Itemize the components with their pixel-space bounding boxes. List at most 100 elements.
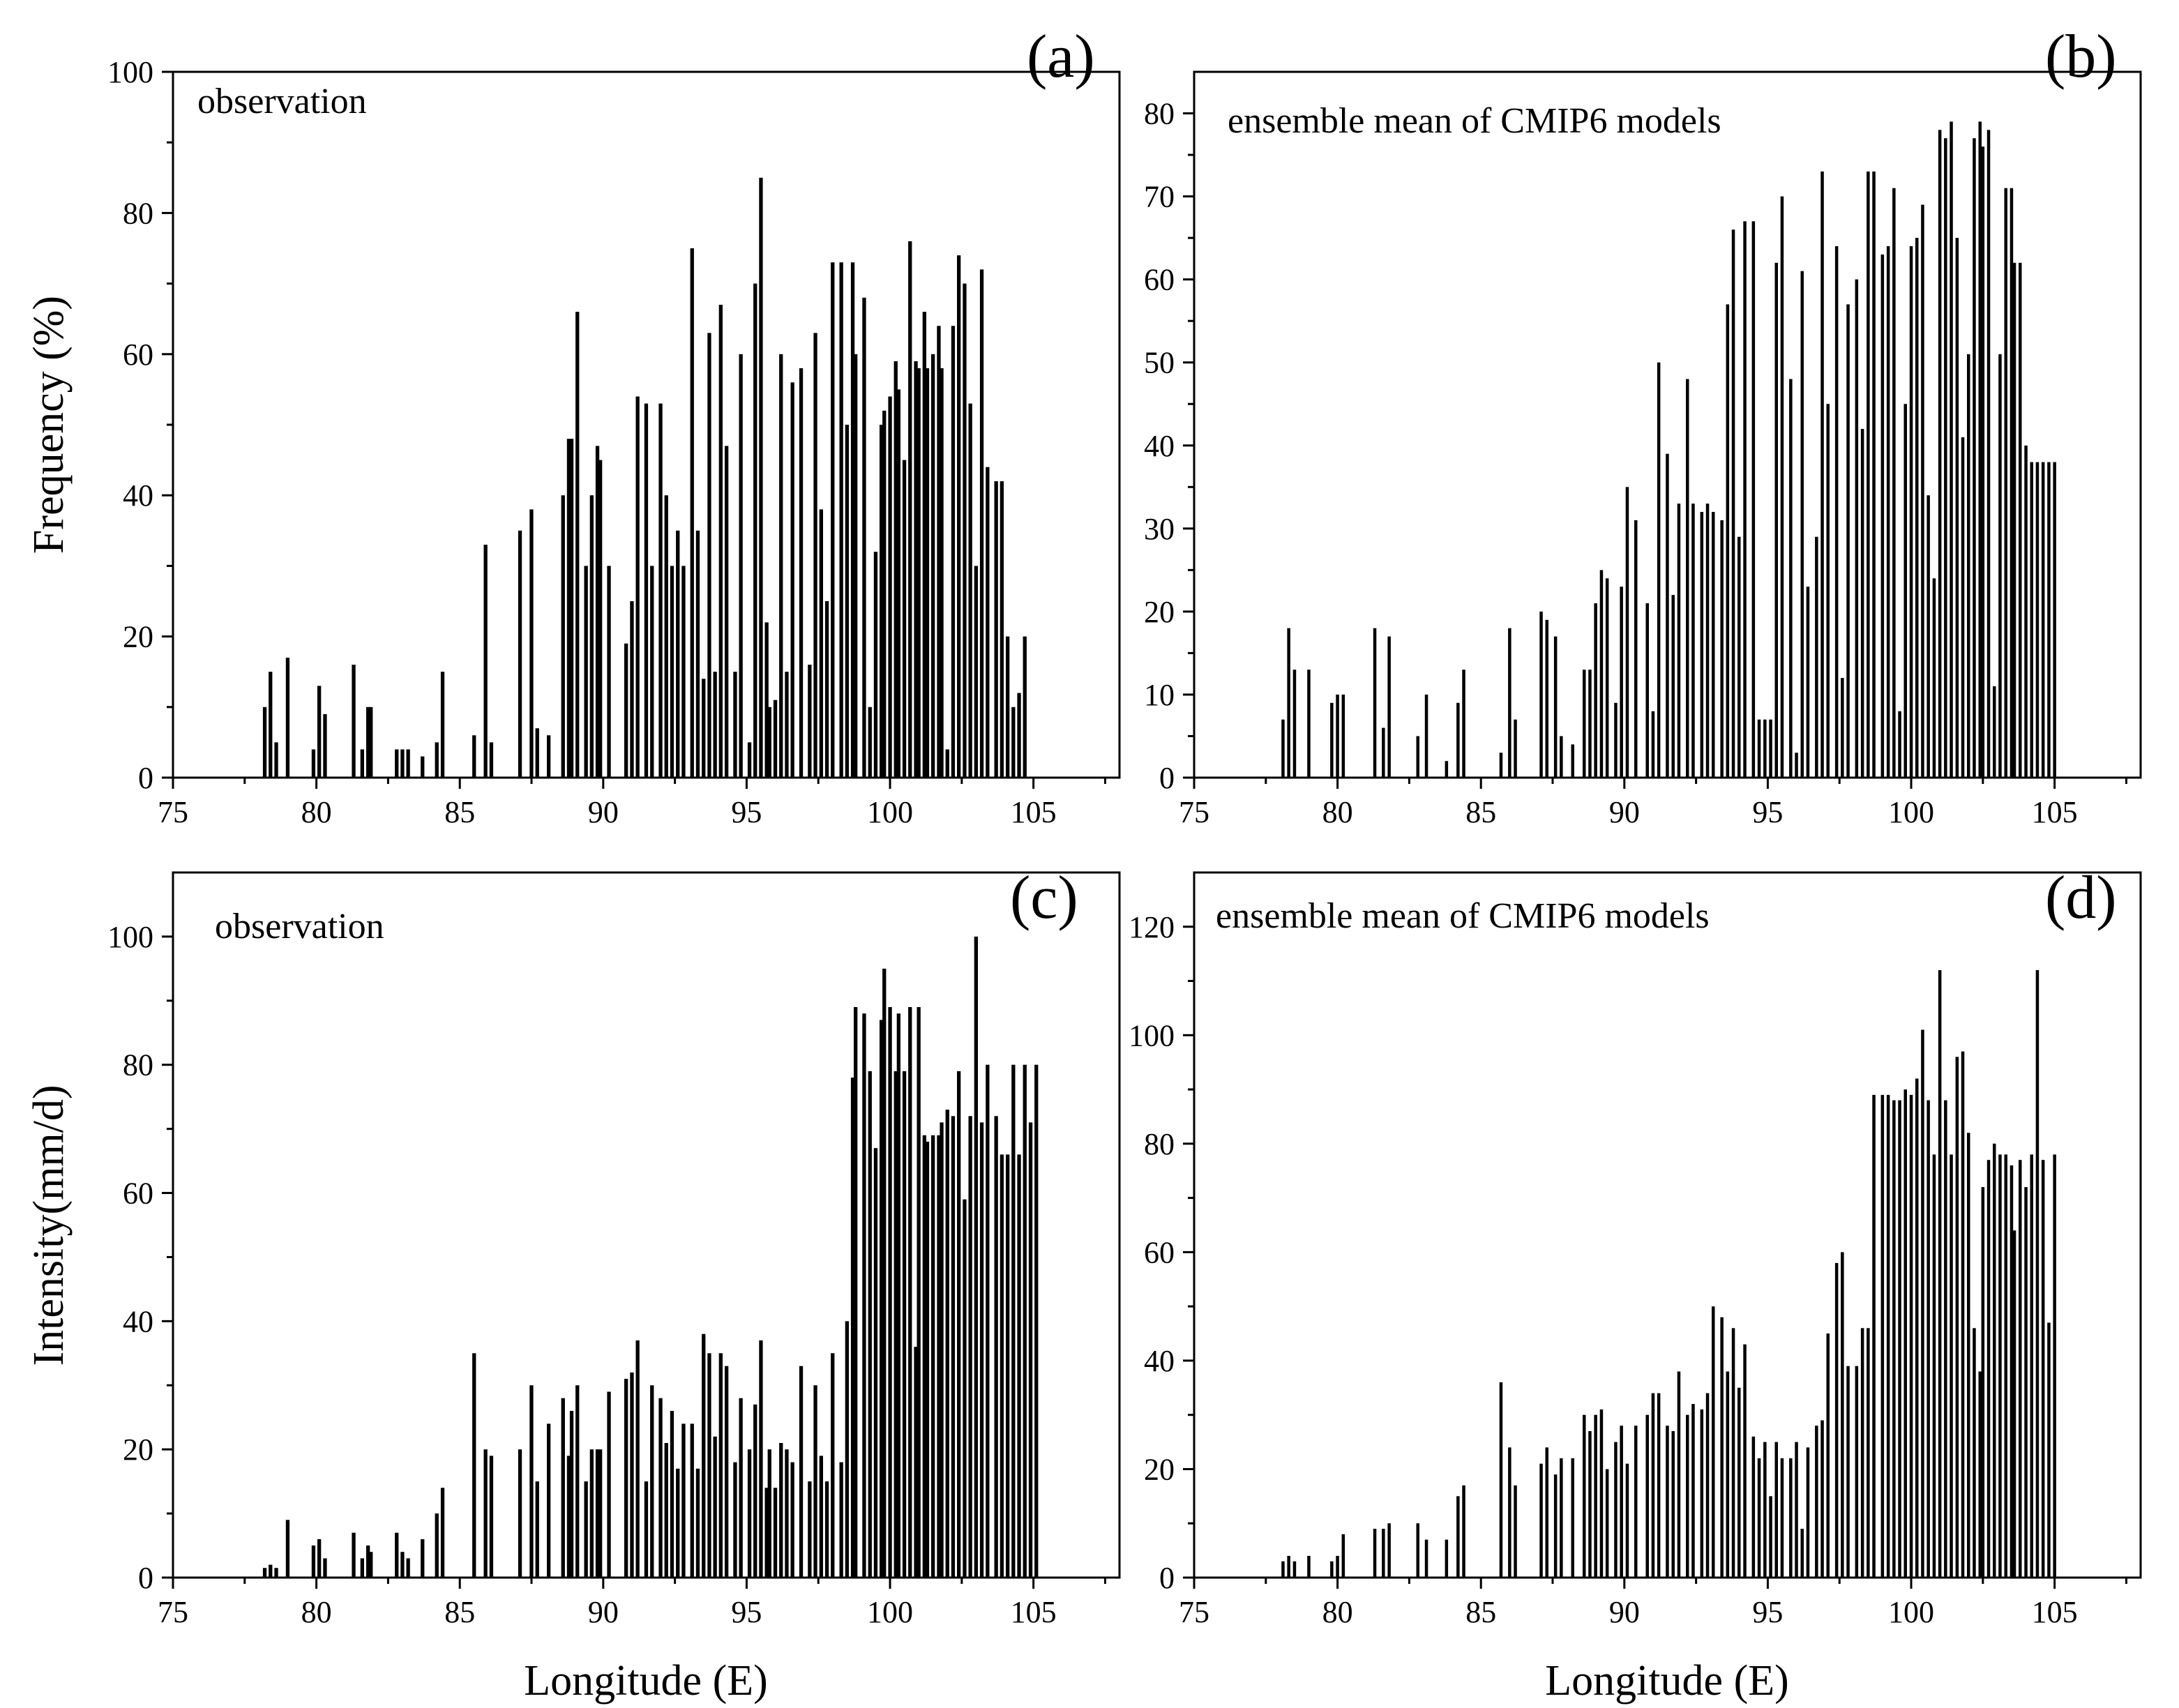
- panel-c-bar: [421, 1539, 425, 1578]
- panel-a-bar: [940, 368, 944, 778]
- panel-a-bar: [764, 622, 769, 778]
- panel-a-bar: [406, 749, 410, 778]
- panel-d-bar: [1666, 1426, 1669, 1578]
- panel-a-bar: [624, 643, 628, 778]
- panel-c-bar: [773, 1488, 778, 1578]
- panel-c-bar: [764, 1488, 769, 1578]
- panel-d-bar: [1932, 1154, 1936, 1578]
- panel-a-bar: [1017, 693, 1021, 778]
- panel-a-ylabel: Frequency (%): [25, 296, 73, 554]
- panel-b-bar: [1855, 279, 1859, 778]
- panel-b-bar: [1820, 171, 1824, 778]
- panel-a-bar: [664, 495, 668, 778]
- panel-d-bar: [1880, 1094, 1885, 1578]
- panel-c-bar: [366, 1545, 370, 1578]
- panel-b-bar: [1867, 171, 1870, 778]
- panel-b-bar: [1545, 619, 1548, 778]
- panel-d-bar: [2047, 1322, 2051, 1578]
- panel-c-ytick-label: 0: [138, 1561, 153, 1595]
- panel-a-annotation: observation: [197, 82, 367, 121]
- panel-b-bar: [1700, 512, 1704, 778]
- panel-c-bar: [862, 1013, 866, 1578]
- panel-b-bar: [1588, 670, 1592, 778]
- panel-c-bar: [624, 1379, 628, 1578]
- panel-b-bar: [1336, 694, 1339, 778]
- panel-a-bar: [262, 706, 267, 778]
- panel-a-bar: [395, 749, 399, 778]
- panel-d-bar: [1514, 1485, 1517, 1578]
- panel-d-bar: [1867, 1328, 1870, 1578]
- panel-c-bar: [323, 1558, 327, 1578]
- panel-a: 75 80 85 90 95 100 105 0 20 40 60 80 100 observation…: [25, 23, 1121, 829]
- panel-a-bar: [862, 297, 866, 778]
- panel-b-bar: [1834, 246, 1839, 778]
- panel-b-bar: [1932, 578, 1936, 778]
- panel-d-bar: [1424, 1539, 1428, 1578]
- panel-d-bar: [1726, 1371, 1730, 1578]
- panel-d-bar: [1700, 1409, 1704, 1578]
- panel-c-bar: [406, 1558, 410, 1578]
- panel-a-bar: [808, 665, 812, 778]
- panel-a-bar: [569, 439, 574, 778]
- panel-d-bar: [1915, 1078, 1919, 1578]
- panel-d-bar: [1846, 1366, 1850, 1578]
- panel-d-bar: [1780, 1458, 1784, 1578]
- panel-b-bar: [1387, 636, 1391, 778]
- panel-c-bar: [896, 1013, 900, 1578]
- panel-d-bar: [1769, 1496, 1772, 1578]
- panel-b-bar: [2019, 262, 2022, 778]
- panel-a-bar: [274, 742, 278, 778]
- panel-d-bar: [1330, 1561, 1334, 1578]
- panel-d-bar: [1826, 1333, 1830, 1578]
- panel-d-bar: [1795, 1442, 1798, 1578]
- panel-c-xtick-label: 95: [731, 1595, 762, 1629]
- panel-d-frame: [1193, 871, 2142, 1579]
- panel-d-bar: [1336, 1555, 1339, 1578]
- panel-b-ytick-label: 10: [1144, 678, 1175, 712]
- panel-c-xtick-label: 75: [158, 1595, 188, 1629]
- panel-b-xtick-label: 90: [1609, 795, 1640, 829]
- panel-c-bar: [951, 1116, 956, 1578]
- panel-d-bar: [1944, 1100, 1947, 1578]
- panel-a-bar: [908, 241, 912, 778]
- panel-b-bar: [1424, 694, 1428, 778]
- panel-c-bar: [880, 1020, 884, 1578]
- panel-a-bar: [957, 255, 961, 778]
- panel-b-bar: [1789, 379, 1793, 778]
- panel-c-bar: [1023, 1064, 1027, 1578]
- panel-c-bar: [589, 1449, 594, 1578]
- panel-c-bar: [400, 1552, 405, 1578]
- panel-a-bar: [707, 333, 711, 778]
- panel-a-bar: [963, 283, 967, 778]
- panel-b-bar: [1955, 238, 1959, 778]
- panel-c-bar: [676, 1468, 680, 1578]
- panel-a-bar: [269, 672, 273, 778]
- panel-c-bar: [937, 1135, 941, 1578]
- panel-a-bar: [1006, 636, 1010, 778]
- panel-d-xtick-label: 105: [2032, 1595, 2078, 1629]
- panel-d-bar: [1657, 1393, 1661, 1578]
- panel-a-ytick-label: 20: [123, 620, 153, 654]
- panel-c-xtick-label: 90: [588, 1595, 619, 1629]
- panel-d-bar: [1416, 1523, 1419, 1578]
- panel-c-bar: [1011, 1064, 1016, 1578]
- panel-b-bar: [1763, 719, 1767, 778]
- panel-d-bar: [1691, 1404, 1695, 1578]
- panel-c-bar: [483, 1449, 488, 1578]
- panel-b-bar: [1634, 520, 1638, 778]
- panel-d-bar: [1712, 1306, 1715, 1578]
- panel-a-ytick-label: 40: [123, 478, 153, 513]
- panel-b-bar: [1657, 362, 1661, 778]
- panel-b-bar: [1671, 595, 1675, 778]
- panel-d-bar: [1993, 1143, 1996, 1578]
- panel-b-bar: [1961, 437, 1965, 778]
- panel-c-bar: [759, 1340, 763, 1578]
- panel-c-ytick-label: 60: [123, 1177, 153, 1211]
- panel-b-bar: [1508, 628, 1511, 778]
- panel-c-bar: [974, 936, 978, 1578]
- panel-c-xtick-label: 80: [301, 1595, 332, 1629]
- panel-d-bar: [1789, 1458, 1793, 1578]
- panel-b-bar: [2030, 462, 2033, 778]
- panel-b-bar: [1726, 304, 1730, 778]
- panel-d-bar: [1981, 1187, 1985, 1578]
